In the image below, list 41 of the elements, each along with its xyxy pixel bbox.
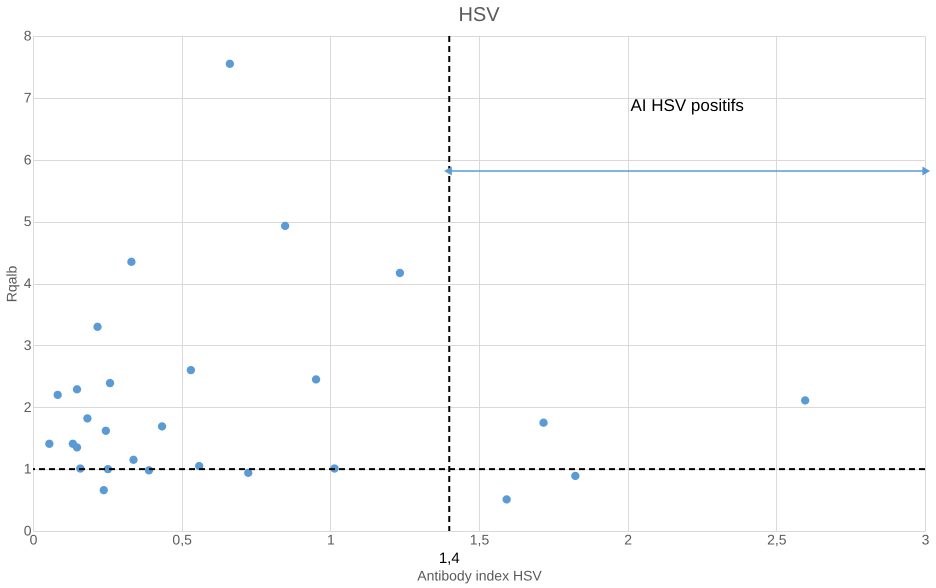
- point: [158, 422, 166, 431]
- point: [186, 366, 196, 374]
- y-tick-label: 4: [24, 275, 32, 291]
- point: [312, 375, 320, 384]
- point: [502, 495, 511, 504]
- annotation: AI HSV positifs: [630, 96, 744, 115]
- x-axis-title: Antibody index HSV: [417, 568, 542, 584]
- y-tick-label: 8: [24, 28, 32, 44]
- point: [244, 468, 252, 478]
- point: [53, 390, 62, 400]
- point: [100, 486, 108, 494]
- point: [800, 396, 810, 405]
- x-tick-label: 3: [922, 532, 930, 548]
- y-tick-label: 7: [24, 89, 32, 106]
- point: [539, 418, 548, 427]
- point: [93, 322, 102, 331]
- point: [72, 385, 82, 394]
- y-tick-label: 1: [24, 460, 32, 477]
- point: [72, 443, 82, 452]
- point: [280, 222, 290, 230]
- point: [129, 456, 138, 464]
- y-tick-label: 3: [24, 336, 32, 353]
- point: [106, 378, 114, 388]
- x-tick-label: 1: [326, 532, 335, 548]
- point: [45, 440, 54, 448]
- x-tick-label: 2: [624, 532, 632, 548]
- x-tick-label: 0,5: [172, 532, 192, 548]
- chart-title: HSV: [458, 4, 500, 26]
- point: [396, 268, 404, 278]
- ref-line-label: 1,4: [438, 550, 460, 567]
- point: [226, 60, 234, 68]
- x-tick-label: 1,5: [470, 532, 490, 548]
- point: [83, 414, 92, 423]
- x-tick-label: 2,5: [767, 532, 787, 548]
- y-tick-label: 5: [24, 213, 32, 230]
- y-tick-label: 2: [24, 398, 32, 415]
- y-axis-title: Rqalb: [4, 266, 20, 302]
- point: [102, 426, 110, 435]
- y-tick-label: 6: [24, 151, 32, 168]
- point: [571, 472, 580, 480]
- point: [127, 258, 136, 266]
